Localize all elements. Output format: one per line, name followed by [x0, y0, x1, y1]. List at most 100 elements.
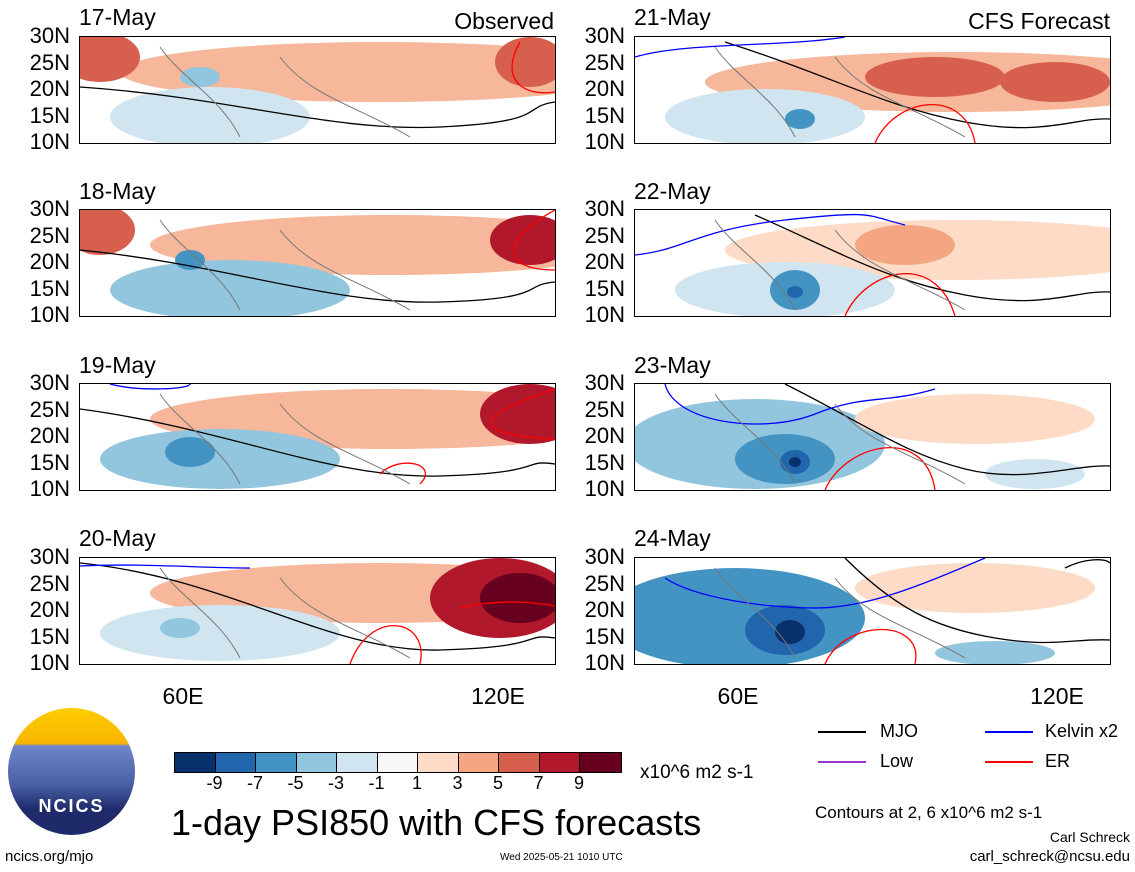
- y-tick-20n: 20N: [584, 597, 625, 622]
- map-field: [635, 558, 1110, 664]
- er-legend-line: [985, 761, 1033, 763]
- panel-date-4: 20-May: [79, 525, 156, 551]
- y-tick-25n: 25N: [584, 222, 625, 248]
- y-tick-30n: 30N: [584, 370, 625, 395]
- panel-date-8: 24-May: [634, 525, 711, 551]
- timestamp: Wed 2025-05-21 1010 UTC: [500, 852, 623, 863]
- map-panel-20-may: [79, 557, 556, 665]
- colorbar-label: 5: [492, 773, 503, 793]
- y-tick-20n: 20N: [584, 76, 625, 101]
- ncics-logo: NCICS: [8, 708, 135, 835]
- map-panel-17-may: [79, 36, 556, 144]
- er-legend-label: ER: [1045, 751, 1071, 771]
- y-tick-15n: 15N: [29, 275, 70, 301]
- y-tick-10n: 10N: [584, 476, 625, 501]
- map-field: [80, 37, 555, 143]
- map-field: [635, 37, 1110, 143]
- colorbar-swatch: [377, 753, 418, 772]
- colorbar: [174, 752, 622, 773]
- y-tick-15n: 15N: [29, 623, 70, 649]
- colorbar-swatch: [256, 753, 297, 772]
- y-tick-30n: 30N: [29, 196, 70, 221]
- colorbar-swatch: [539, 753, 580, 772]
- y-tick-20n: 20N: [29, 249, 70, 274]
- y-tick-10n: 10N: [29, 129, 70, 154]
- colorbar-label: 1: [411, 773, 422, 793]
- y-tick-30n: 30N: [29, 544, 70, 569]
- y-tick-10n: 10N: [584, 129, 625, 154]
- y-tick-20n: 20N: [29, 76, 70, 101]
- y-tick-15n: 15N: [584, 623, 625, 649]
- colorbar-swatch: [580, 753, 621, 772]
- y-tick-20n: 20N: [584, 423, 625, 448]
- colorbar-units: x10^6 m2 s-1: [640, 762, 754, 783]
- contours-note: Contours at 2, 6 x10^6 m2 s-1: [815, 803, 1043, 822]
- author-email: carl_schreck@ncsu.edu: [969, 848, 1130, 865]
- colorbar-swatch: [337, 753, 378, 772]
- y-tick-15n: 15N: [29, 102, 70, 128]
- y-tick-25n: 25N: [29, 570, 70, 596]
- y-tick-30n: 30N: [29, 370, 70, 395]
- map-field: [635, 384, 1110, 490]
- panel-date-6: 22-May: [634, 178, 711, 204]
- y-tick-25n: 25N: [584, 396, 625, 422]
- map-field: [80, 384, 555, 490]
- ncics-logo-text: NCICS: [38, 796, 105, 816]
- y-tick-30n: 30N: [584, 544, 625, 569]
- y-tick-15n: 15N: [584, 102, 625, 128]
- source-url[interactable]: ncics.org/mjo: [5, 848, 94, 865]
- low-legend-line: [818, 761, 866, 763]
- colorbar-label: 3: [452, 773, 463, 793]
- y-tick-10n: 10N: [584, 302, 625, 327]
- y-tick-25n: 25N: [584, 570, 625, 596]
- colorbar-label: -3: [327, 773, 344, 793]
- map-panel-18-may: [79, 209, 556, 317]
- kelvin-legend-label: Kelvin x2: [1045, 721, 1119, 741]
- y-tick-10n: 10N: [29, 650, 70, 675]
- colorbar-label: 7: [533, 773, 544, 793]
- panel-date-7: 23-May: [634, 352, 711, 378]
- colorbar-label: -5: [287, 773, 304, 793]
- kelvin-legend-line: [985, 731, 1033, 733]
- colorbar-label: 9: [573, 773, 584, 793]
- y-tick-10n: 10N: [29, 302, 70, 327]
- low-legend-label: Low: [880, 751, 914, 771]
- map-panel-22-may: [634, 209, 1111, 317]
- x-tick-120e-right: 120E: [1030, 683, 1084, 709]
- y-tick-25n: 25N: [29, 222, 70, 248]
- colorbar-swatch: [418, 753, 459, 772]
- map-panel-24-may: [634, 557, 1111, 665]
- y-tick-30n: 30N: [29, 23, 70, 48]
- forecast-label: CFS Forecast: [968, 8, 1110, 34]
- colorbar-swatch: [458, 753, 499, 772]
- x-tick-60e-left: 60E: [162, 683, 204, 709]
- mjo-legend-line: [818, 731, 866, 733]
- y-tick-30n: 30N: [584, 196, 625, 221]
- y-tick-25n: 25N: [29, 396, 70, 422]
- y-tick-15n: 15N: [584, 449, 625, 475]
- y-tick-20n: 20N: [29, 423, 70, 448]
- panel-date-2: 18-May: [79, 178, 156, 204]
- x-tick-60e-right: 60E: [717, 683, 759, 709]
- observed-label: Observed: [454, 8, 554, 34]
- colorbar-label: -9: [206, 773, 223, 793]
- colorbar-swatch: [499, 753, 540, 772]
- map-panel-19-may: [79, 383, 556, 491]
- colorbar-label: -7: [246, 773, 263, 793]
- colorbar-swatch: [215, 753, 256, 772]
- map-field: [635, 210, 1110, 316]
- x-tick-120e-left: 120E: [471, 683, 525, 709]
- y-tick-20n: 20N: [29, 597, 70, 622]
- map-field: [80, 558, 555, 664]
- y-tick-30n: 30N: [584, 23, 625, 48]
- panel-date-5: 21-May: [634, 4, 711, 30]
- y-tick-10n: 10N: [29, 476, 70, 501]
- figure-title: 1-day PSI850 with CFS forecasts: [171, 802, 702, 843]
- mjo-legend-label: MJO: [880, 721, 918, 741]
- map-field: [80, 210, 555, 316]
- y-tick-15n: 15N: [29, 449, 70, 475]
- colorbar-swatch: [296, 753, 337, 772]
- panel-date-3: 19-May: [79, 352, 156, 378]
- colorbar-label: -1: [368, 773, 385, 793]
- colorbar-swatch: [175, 753, 216, 772]
